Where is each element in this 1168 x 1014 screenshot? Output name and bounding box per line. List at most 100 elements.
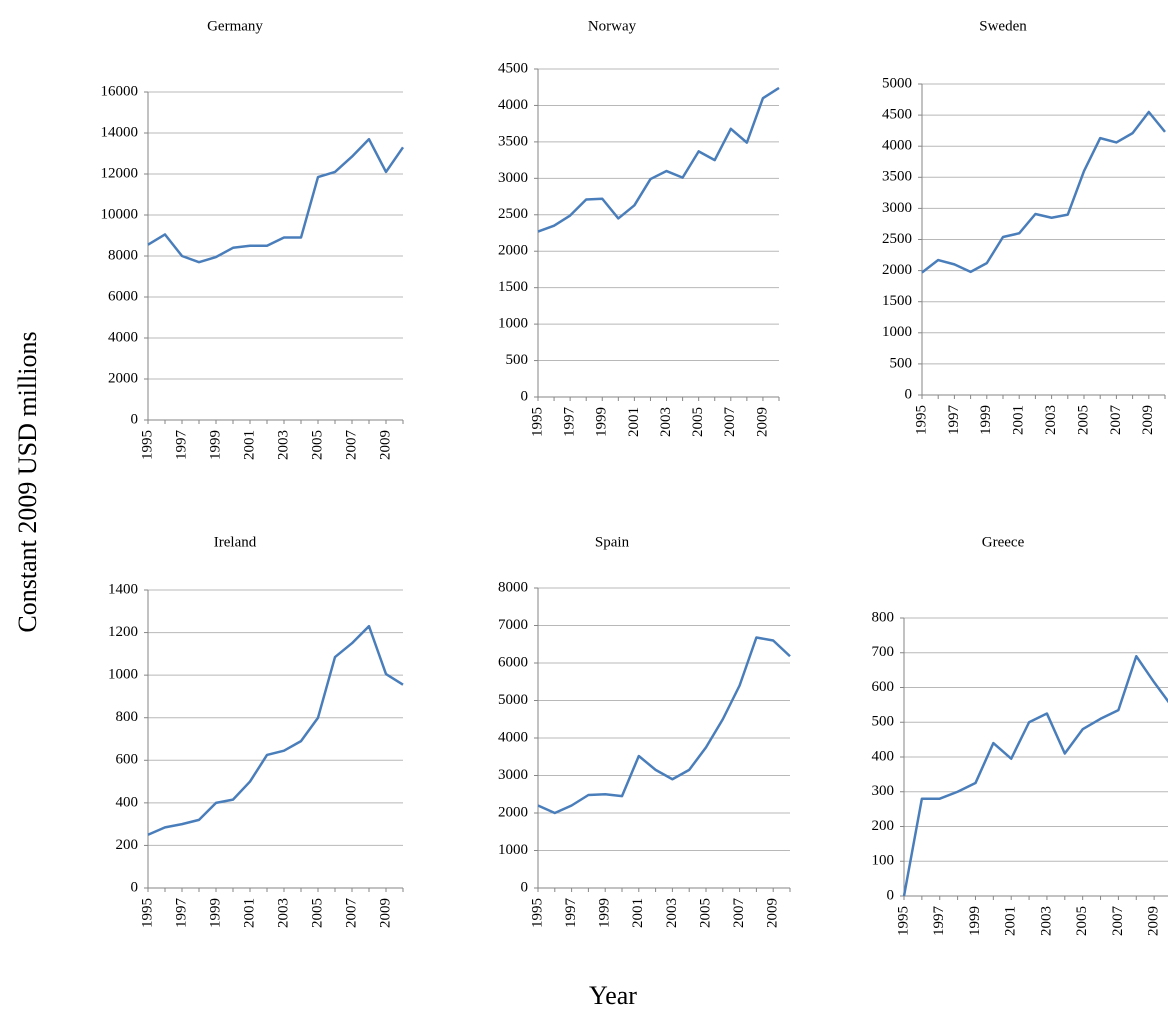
y-tick-label: 4500 bbox=[498, 60, 528, 76]
x-tick-label: 1997 bbox=[173, 430, 189, 461]
x-tick-label: 2005 bbox=[697, 898, 713, 928]
y-tick-label: 1400 bbox=[108, 581, 138, 597]
y-tick-label: 1000 bbox=[498, 316, 528, 332]
x-tick-label: 2009 bbox=[1146, 906, 1162, 936]
y-tick-label: 2000 bbox=[498, 243, 528, 259]
x-tick-label: 1999 bbox=[207, 898, 223, 928]
x-tick-label: 2003 bbox=[1038, 906, 1054, 936]
data-line bbox=[147, 137, 405, 264]
data-line bbox=[921, 110, 1166, 274]
y-tick-label: 3000 bbox=[498, 767, 528, 783]
x-tick-label: 2003 bbox=[664, 898, 680, 928]
data-line bbox=[537, 86, 780, 233]
chart-title: Ireland bbox=[214, 534, 257, 550]
y-tick-label: 300 bbox=[872, 783, 895, 799]
chart-title: Germany bbox=[207, 18, 263, 34]
y-tick-label: 1200 bbox=[108, 624, 138, 640]
data-line bbox=[147, 624, 404, 836]
y-tick-label: 2000 bbox=[882, 262, 912, 278]
x-tick-label: 2007 bbox=[731, 898, 747, 929]
x-tick-label: 1999 bbox=[967, 906, 983, 936]
x-tick-label: 2001 bbox=[241, 898, 257, 928]
x-tick-label: 1999 bbox=[207, 430, 223, 460]
x-tick-label: 1997 bbox=[562, 407, 578, 438]
x-tick-label: 1995 bbox=[913, 405, 929, 435]
y-tick-label: 10000 bbox=[101, 206, 139, 222]
x-tick-label: 2009 bbox=[377, 430, 393, 460]
y-tick-label: 0 bbox=[905, 386, 913, 402]
x-tick-label: 1995 bbox=[895, 906, 911, 936]
x-tick-label: 2005 bbox=[309, 430, 325, 460]
y-tick-label: 600 bbox=[116, 752, 139, 768]
x-axis-label: Year bbox=[589, 981, 637, 1010]
y-tick-label: 500 bbox=[506, 352, 529, 368]
y-tick-label: 16000 bbox=[101, 83, 139, 99]
y-tick-label: 400 bbox=[872, 748, 895, 764]
y-tick-label: 8000 bbox=[498, 579, 528, 595]
x-tick-label: 2005 bbox=[1074, 906, 1090, 936]
x-tick-label: 2005 bbox=[1075, 405, 1091, 435]
x-tick-label: 1999 bbox=[978, 405, 994, 435]
y-tick-label: 0 bbox=[521, 879, 529, 895]
y-tick-label: 800 bbox=[872, 609, 895, 625]
y-tick-label: 12000 bbox=[101, 165, 139, 181]
chart-title: Norway bbox=[588, 18, 637, 34]
y-axis-label: Constant 2009 USD millions bbox=[13, 331, 42, 632]
x-tick-label: 2001 bbox=[1003, 906, 1019, 936]
y-tick-label: 1500 bbox=[882, 293, 912, 309]
y-tick-label: 2500 bbox=[498, 206, 528, 222]
y-tick-label: 600 bbox=[872, 679, 895, 695]
x-tick-label: 2009 bbox=[765, 898, 781, 928]
x-tick-label: 2005 bbox=[690, 407, 706, 437]
chart-title: Greece bbox=[982, 534, 1025, 550]
y-tick-label: 2500 bbox=[882, 231, 912, 247]
y-tick-label: 1000 bbox=[108, 667, 138, 683]
y-tick-label: 0 bbox=[521, 388, 529, 404]
y-tick-label: 2000 bbox=[498, 804, 528, 820]
y-tick-label: 100 bbox=[872, 853, 895, 869]
x-tick-label: 2009 bbox=[1140, 405, 1156, 435]
x-tick-label: 1997 bbox=[563, 898, 579, 929]
x-tick-label: 1999 bbox=[597, 898, 613, 928]
x-tick-label: 1997 bbox=[931, 906, 947, 937]
y-tick-label: 3500 bbox=[882, 169, 912, 185]
x-tick-label: 1995 bbox=[139, 898, 155, 928]
y-tick-label: 3000 bbox=[882, 200, 912, 216]
x-tick-label: 1997 bbox=[946, 405, 962, 436]
x-tick-label: 2001 bbox=[1011, 405, 1027, 435]
y-tick-label: 4500 bbox=[882, 107, 912, 123]
x-tick-label: 2003 bbox=[658, 407, 674, 437]
y-tick-label: 6000 bbox=[108, 288, 138, 304]
y-tick-label: 1000 bbox=[882, 324, 912, 340]
x-tick-label: 2007 bbox=[722, 407, 738, 438]
y-tick-label: 0 bbox=[131, 879, 139, 895]
y-tick-label: 0 bbox=[887, 887, 895, 903]
y-tick-label: 500 bbox=[872, 714, 895, 730]
y-tick-label: 500 bbox=[890, 355, 913, 371]
y-tick-label: 1500 bbox=[498, 279, 528, 295]
x-tick-label: 2009 bbox=[377, 898, 393, 928]
y-tick-label: 14000 bbox=[101, 124, 139, 140]
x-tick-label: 2007 bbox=[1110, 906, 1126, 937]
x-tick-label: 2007 bbox=[343, 898, 359, 929]
x-tick-label: 1997 bbox=[173, 898, 189, 929]
x-tick-label: 1995 bbox=[529, 898, 545, 928]
x-tick-label: 1999 bbox=[594, 407, 610, 437]
y-tick-label: 800 bbox=[116, 709, 139, 725]
chart-title: Spain bbox=[595, 534, 630, 550]
y-tick-label: 7000 bbox=[498, 617, 528, 633]
x-tick-label: 2009 bbox=[754, 407, 770, 437]
data-line bbox=[902, 654, 1168, 897]
y-tick-label: 8000 bbox=[108, 247, 138, 263]
y-tick-label: 4000 bbox=[498, 729, 528, 745]
y-tick-label: 4000 bbox=[498, 97, 528, 113]
y-tick-label: 5000 bbox=[882, 75, 912, 91]
x-tick-label: 2005 bbox=[309, 898, 325, 928]
x-tick-label: 2003 bbox=[275, 430, 291, 460]
y-tick-label: 3500 bbox=[498, 133, 528, 149]
x-tick-label: 2003 bbox=[275, 898, 291, 928]
y-tick-label: 400 bbox=[116, 794, 139, 810]
x-tick-label: 1995 bbox=[139, 430, 155, 460]
